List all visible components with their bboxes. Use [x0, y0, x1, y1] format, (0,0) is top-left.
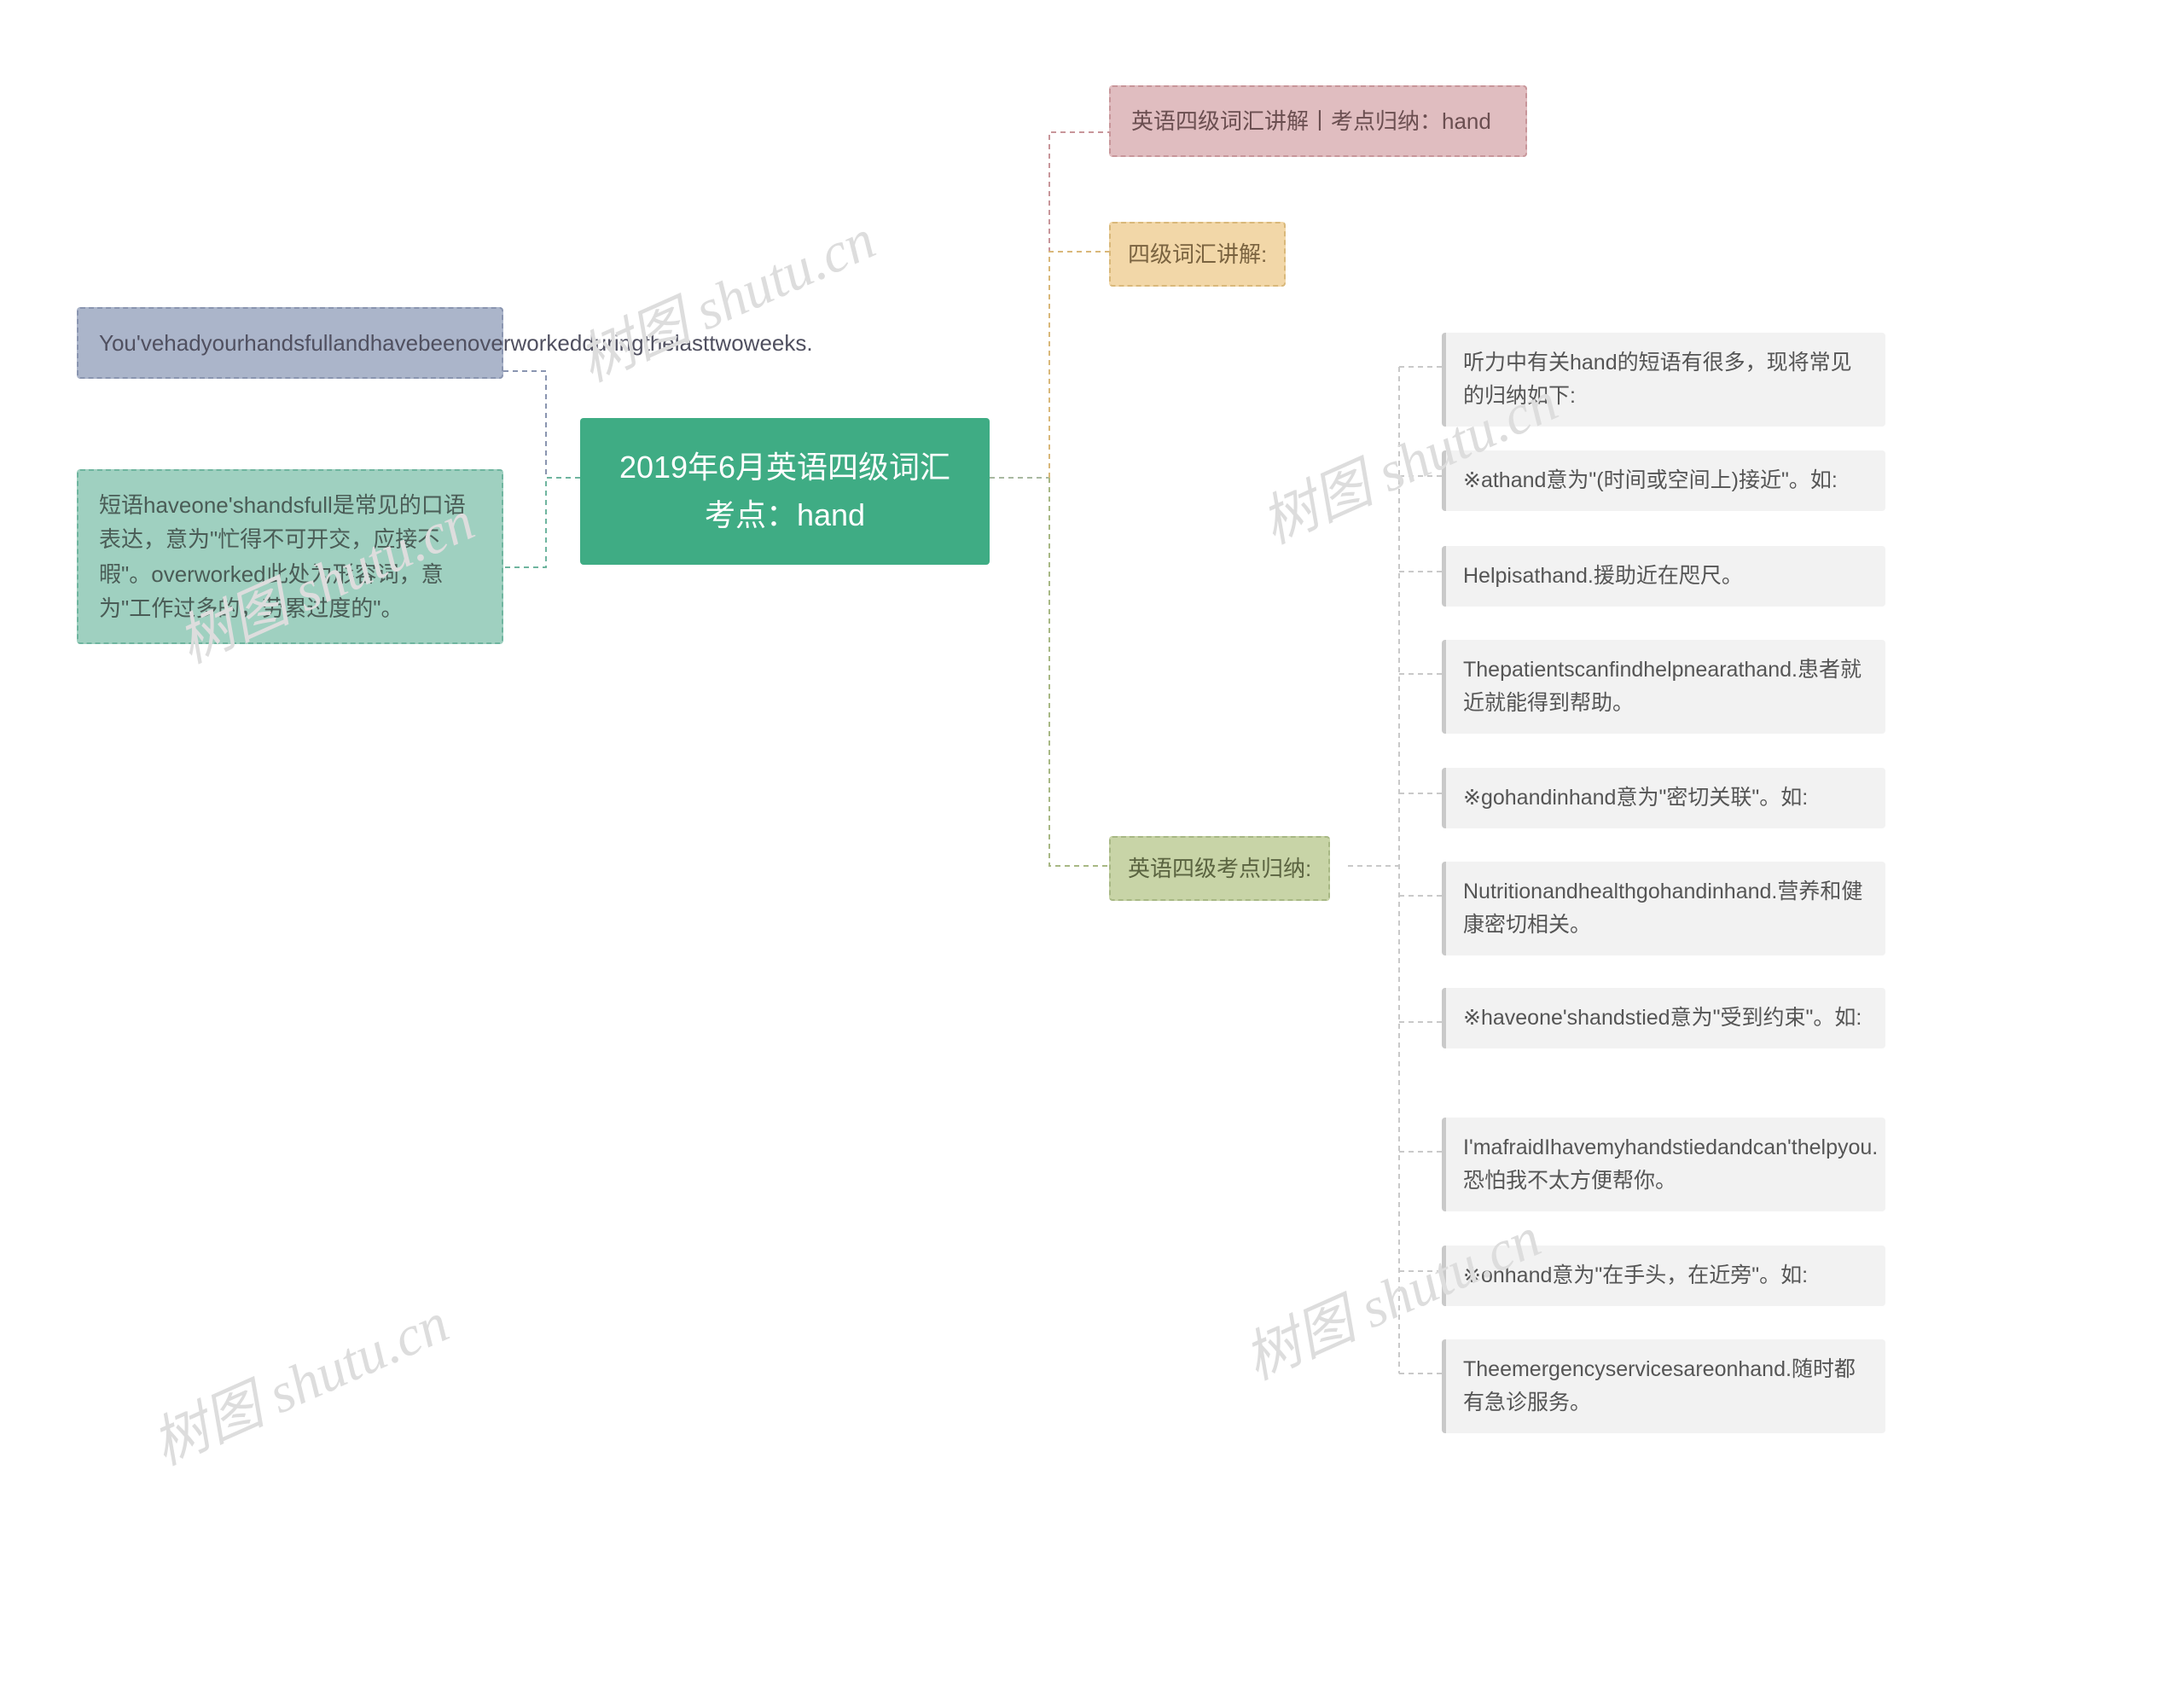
leaf-text-4: ※gohandinhand意为"密切关联"。如: — [1463, 786, 1808, 810]
leaf-text-2: Helpisathand.援助近在咫尺。 — [1463, 564, 1743, 588]
watermark-0: 树图 shutu.cn — [137, 1278, 459, 1481]
leaf-node-8: ※onhand意为"在手头，在近旁"。如: — [1442, 1246, 1885, 1306]
leaf-node-0: 听力中有关hand的短语有很多，现将常见的归纳如下: — [1442, 333, 1885, 427]
right-node-3: 英语四级考点归纳: — [1109, 836, 1330, 901]
leaf-text-3: Thepatientscanfindhelpnearathand.患者就近就能得… — [1463, 658, 1862, 715]
leaf-text-1: ※athand意为"(时间或空间上)接近"。如: — [1463, 468, 1838, 492]
left-node-1: You'vehadyourhandsfullandhavebeenoverwor… — [77, 307, 503, 379]
right-node-1-text: 英语四级词汇讲解丨考点归纳：hand — [1131, 108, 1491, 134]
leaf-node-9: Theemergencyservicesareonhand.随时都有急诊服务。 — [1442, 1339, 1885, 1433]
right-node-3-text: 英语四级考点归纳: — [1128, 856, 1311, 881]
leaf-node-1: ※athand意为"(时间或空间上)接近"。如: — [1442, 450, 1885, 511]
leaf-text-8: ※onhand意为"在手头，在近旁"。如: — [1463, 1263, 1808, 1287]
root-label: 2019年6月英语四级词汇考点：hand — [619, 450, 950, 532]
watermark-text-2: 树图 shutu.cn — [570, 208, 884, 393]
right-node-2-text: 四级词汇讲解: — [1128, 241, 1267, 267]
leaf-text-7: I'mafraidIhavemyhandstiedandcan'thelpyou… — [1463, 1135, 1878, 1193]
left-node-2: 短语haveone'shandsfull是常见的口语表达，意为"忙得不可开交，应… — [77, 469, 503, 644]
right-node-2: 四级词汇讲解: — [1109, 222, 1286, 287]
left-node-1-text: You'vehadyourhandsfullandhavebeenoverwor… — [99, 330, 813, 356]
root-node: 2019年6月英语四级词汇考点：hand — [580, 418, 990, 565]
leaf-text-9: Theemergencyservicesareonhand.随时都有急诊服务。 — [1463, 1357, 1856, 1414]
leaf-text-0: 听力中有关hand的短语有很多，现将常见的归纳如下: — [1463, 351, 1852, 408]
leaf-node-6: ※haveone'shandstied意为"受到约束"。如: — [1442, 988, 1885, 1048]
left-node-2-text: 短语haveone'shandsfull是常见的口语表达，意为"忙得不可开交，应… — [99, 492, 466, 621]
leaf-node-7: I'mafraidIhavemyhandstiedandcan'thelpyou… — [1442, 1118, 1885, 1211]
leaf-node-5: Nutritionandhealthgohandinhand.营养和健康密切相关… — [1442, 862, 1885, 955]
leaf-node-4: ※gohandinhand意为"密切关联"。如: — [1442, 768, 1885, 828]
watermark-text-0: 树图 shutu.cn — [143, 1292, 457, 1477]
connector-layer — [0, 0, 2184, 1690]
leaf-node-2: Helpisathand.援助近在咫尺。 — [1442, 546, 1885, 607]
leaf-text-5: Nutritionandhealthgohandinhand.营养和健康密切相关… — [1463, 880, 1862, 937]
leaf-text-6: ※haveone'shandstied意为"受到约束"。如: — [1463, 1006, 1862, 1030]
leaf-node-3: Thepatientscanfindhelpnearathand.患者就近就能得… — [1442, 640, 1885, 734]
right-node-1: 英语四级词汇讲解丨考点归纳：hand — [1109, 85, 1527, 157]
watermark-2: 树图 shutu.cn — [564, 195, 886, 398]
